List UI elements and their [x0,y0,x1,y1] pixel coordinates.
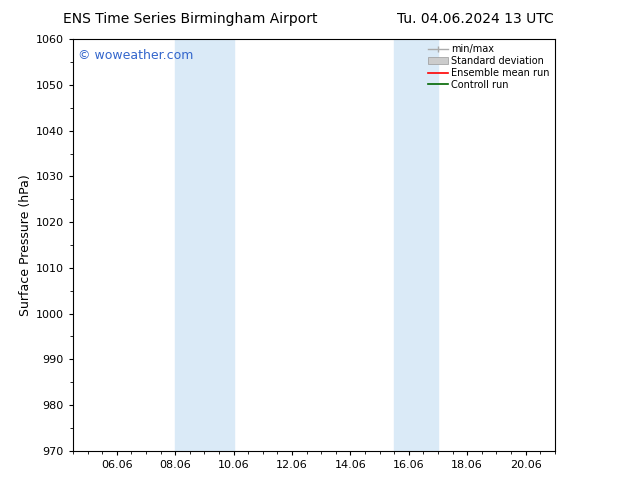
Bar [394,39,438,451]
Text: ENS Time Series Birmingham Airport: ENS Time Series Birmingham Airport [63,12,318,26]
Bar [175,39,233,451]
Y-axis label: Surface Pressure (hPa): Surface Pressure (hPa) [18,174,32,316]
Text: Tu. 04.06.2024 13 UTC: Tu. 04.06.2024 13 UTC [397,12,554,26]
Text: © woweather.com: © woweather.com [78,49,193,63]
Legend: min/max, Standard deviation, Ensemble mean run, Controll run: min/max, Standard deviation, Ensemble me… [426,42,552,92]
